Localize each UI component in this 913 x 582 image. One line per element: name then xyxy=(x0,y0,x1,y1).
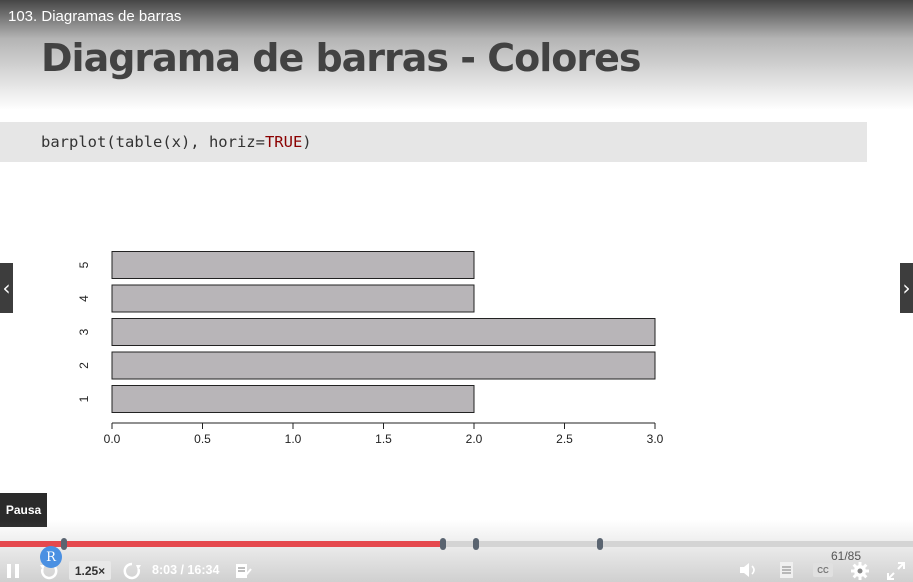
chapter-marker[interactable] xyxy=(596,538,603,550)
code-block: barplot(table(x), horiz=TRUE) xyxy=(0,122,867,162)
pause-tooltip: Pausa xyxy=(0,493,47,527)
chapter-marker[interactable] xyxy=(60,538,67,550)
fullscreen-icon[interactable] xyxy=(886,561,906,581)
code-keyword: TRUE xyxy=(264,133,303,151)
y-tick-label: 5 xyxy=(77,261,91,268)
notes-icon[interactable] xyxy=(235,563,252,579)
progress-fill xyxy=(0,541,443,547)
x-tick-label: 1.0 xyxy=(285,432,302,446)
x-tick-label: 2.0 xyxy=(466,432,483,446)
top-overlay xyxy=(0,0,913,110)
forward-icon[interactable] xyxy=(122,561,142,581)
transcript-icon[interactable] xyxy=(779,561,795,579)
x-tick-label: 0.5 xyxy=(194,432,211,446)
time-display: 8:03 / 16:34 xyxy=(152,563,220,577)
chevron-right-icon: › xyxy=(902,276,911,300)
bar-5 xyxy=(111,251,475,279)
settings-icon[interactable] xyxy=(850,561,870,581)
cc-icon[interactable]: CC xyxy=(813,563,833,577)
pause-icon[interactable] xyxy=(6,563,20,579)
video-title: 103. Diagramas de barras xyxy=(8,8,182,25)
bar-1 xyxy=(111,385,475,413)
playback-speed-button[interactable]: 1.25× xyxy=(69,561,111,580)
chevron-left-icon: ‹ xyxy=(2,276,11,300)
bar-2 xyxy=(111,351,656,380)
volume-icon[interactable] xyxy=(739,562,759,578)
page-counter: 61/85 xyxy=(831,549,862,563)
bar-3 xyxy=(111,318,656,346)
x-tick-label: 3.0 xyxy=(647,432,664,446)
x-tick-label: 1.5 xyxy=(375,432,392,446)
progress-bar[interactable] xyxy=(0,541,913,547)
prev-slide-button[interactable]: ‹ xyxy=(0,263,13,313)
bar-chart: 1 2 3 4 5 0.0 0.5 1.0 1.5 2.0 2.5 3.0 xyxy=(77,251,664,446)
code-prefix: barplot(table(x), horiz= xyxy=(41,133,265,151)
y-tick-label: 3 xyxy=(77,328,91,335)
y-tick-label: 1 xyxy=(77,395,91,402)
x-tick-label: 2.5 xyxy=(556,432,573,446)
controls-overlay xyxy=(0,520,913,582)
code-suffix: ) xyxy=(302,133,312,151)
y-tick-label: 2 xyxy=(77,362,91,369)
y-tick-label: 4 xyxy=(77,295,91,302)
bar-4 xyxy=(111,284,475,313)
chapter-marker[interactable] xyxy=(472,538,479,550)
slide-title: Diagrama de barras - Colores xyxy=(41,36,642,80)
chapter-marker[interactable] xyxy=(439,538,446,550)
next-slide-button[interactable]: › xyxy=(900,263,913,313)
r-avatar-badge: R xyxy=(40,546,62,568)
code-line: barplot(table(x), horiz=TRUE) xyxy=(41,133,312,151)
x-tick-label: 0.0 xyxy=(104,432,121,446)
